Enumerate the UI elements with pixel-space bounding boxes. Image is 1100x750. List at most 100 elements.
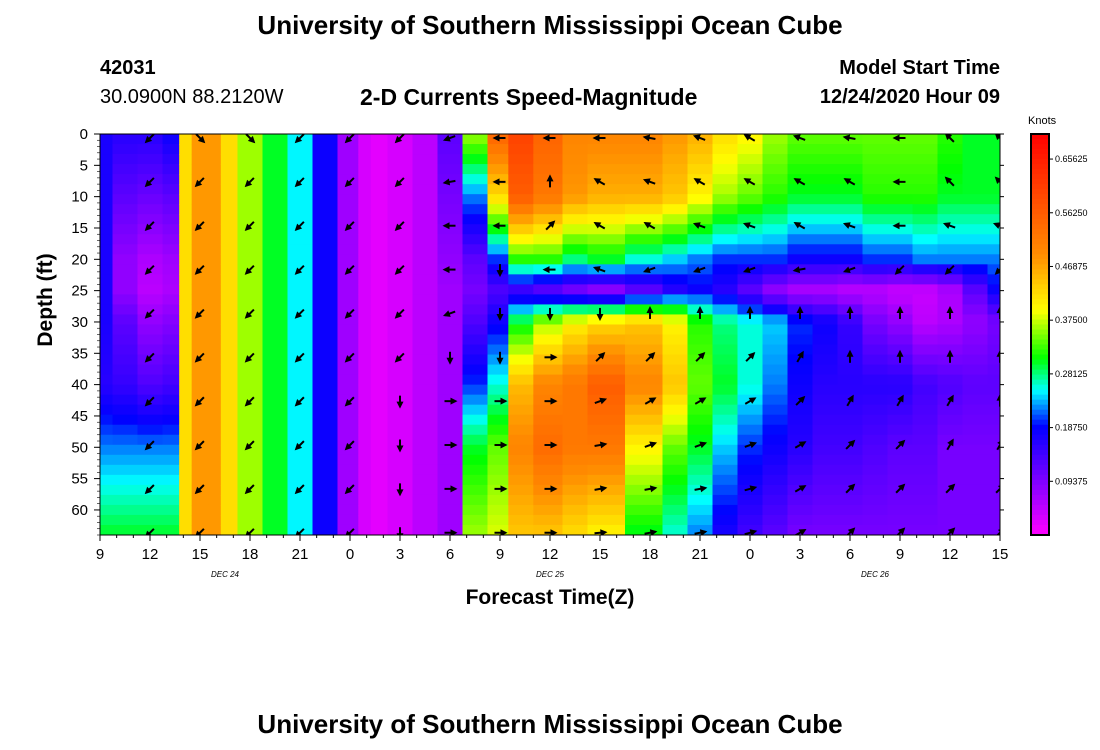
current-vector: [894, 264, 905, 275]
current-vector: [694, 529, 708, 535]
heatmap-cell: [437, 484, 464, 496]
current-vector: [696, 305, 704, 319]
heatmap-cell: [508, 134, 534, 145]
current-vector: [394, 308, 405, 319]
heatmap-cell: [208, 144, 222, 155]
heatmap-cell: [562, 244, 589, 255]
heatmap-cell: [737, 224, 764, 235]
heatmap-cell: [508, 364, 534, 376]
heatmap-cell: [358, 314, 372, 326]
vector-head: [244, 399, 253, 407]
heatmap-cell: [687, 374, 714, 386]
heatmap-cell: [312, 284, 339, 295]
heatmap-cell: [762, 344, 789, 356]
heatmap-cell: [987, 514, 1000, 526]
heatmap-cell: [712, 314, 739, 326]
heatmap-cell: [137, 304, 164, 316]
heatmap-cell: [191, 434, 209, 446]
heatmap-cell: [462, 174, 489, 185]
heatmap-cell: [737, 154, 764, 165]
heatmap-cell: [937, 324, 964, 336]
vector-head: [592, 266, 601, 273]
heatmap-cell: [112, 144, 139, 155]
heatmap-cell: [787, 514, 814, 526]
heatmap-cell: [562, 234, 589, 245]
heatmap-cell: [137, 234, 164, 245]
heatmap-cell: [112, 194, 139, 205]
heatmap-cell: [987, 234, 1000, 245]
current-vector: [344, 396, 355, 407]
vector-head: [749, 529, 758, 535]
heatmap-cell: [587, 244, 626, 255]
heatmap-cell: [237, 224, 264, 235]
colorbar-segment: [1031, 199, 1049, 205]
heatmap-cell: [862, 514, 889, 526]
heatmap-cell: [962, 234, 989, 245]
heatmap-cell: [837, 274, 864, 285]
heatmap-cell: [762, 134, 789, 145]
colorbar-segment: [1031, 204, 1049, 210]
heatmap-cell: [662, 494, 689, 506]
heatmap-cell: [112, 504, 139, 516]
heatmap-cell: [237, 284, 264, 295]
heatmap-cell: [112, 494, 139, 506]
heatmap-cell: [712, 394, 739, 406]
heatmap-cell: [587, 144, 626, 155]
colorbar-segment: [1031, 184, 1049, 190]
heatmap-cell: [337, 214, 359, 225]
heatmap-cell: [508, 524, 534, 535]
heatmap-cell: [937, 274, 964, 285]
heatmap-cell: [662, 514, 689, 526]
heatmap-cell: [287, 344, 314, 356]
heatmap-cell: [162, 464, 180, 476]
heatmap-cell: [962, 444, 989, 456]
heatmap-cell: [100, 394, 114, 406]
heatmap-cell: [912, 294, 939, 306]
heatmap-cell: [179, 174, 193, 185]
heatmap-cell: [462, 334, 489, 346]
heatmap-cell: [937, 484, 964, 496]
heatmap-cell: [812, 204, 839, 215]
heatmap-cell: [962, 214, 989, 225]
heatmap-cell: [737, 494, 764, 506]
heatmap-cell: [112, 154, 139, 165]
speed-heatmap: [100, 134, 1000, 535]
heatmap-cell: [712, 224, 739, 235]
heatmap-cell: [812, 134, 839, 145]
heatmap-cell: [412, 464, 439, 476]
heatmap-cell: [562, 454, 589, 466]
heatmap-cell: [737, 464, 764, 476]
colorbar-segment: [1031, 139, 1049, 145]
heatmap-cell: [912, 384, 939, 396]
heatmap-cell: [370, 284, 389, 295]
heatmap-cell: [337, 374, 359, 386]
heatmap-cell: [687, 494, 714, 506]
current-vector: [496, 264, 504, 278]
heatmap-cell: [962, 364, 989, 376]
vector-head: [798, 528, 807, 535]
vector-head: [897, 439, 906, 448]
heatmap-cell: [533, 484, 564, 496]
heatmap-cell: [100, 524, 114, 535]
current-vector: [194, 484, 205, 495]
heatmap-cell: [987, 494, 1000, 506]
vector-head: [892, 222, 900, 230]
vector-head: [450, 397, 458, 405]
heatmap-cell: [462, 404, 489, 416]
heatmap-cell: [587, 504, 626, 516]
current-vector: [294, 264, 305, 275]
heatmap-cell: [862, 164, 889, 175]
vector-head: [244, 442, 253, 451]
heatmap-cell: [508, 194, 534, 205]
heatmap-cell: [962, 374, 989, 386]
heatmap-cell: [112, 244, 139, 255]
vector-head: [797, 350, 804, 359]
heatmap-cell: [358, 354, 372, 366]
current-vector: [645, 351, 656, 362]
heatmap-cell: [262, 444, 289, 456]
colorbar-segment: [1031, 454, 1049, 461]
current-vector: [195, 528, 205, 535]
heatmap-cell: [220, 424, 239, 436]
heatmap-cell: [412, 414, 439, 426]
heatmap-cell: [162, 274, 180, 285]
